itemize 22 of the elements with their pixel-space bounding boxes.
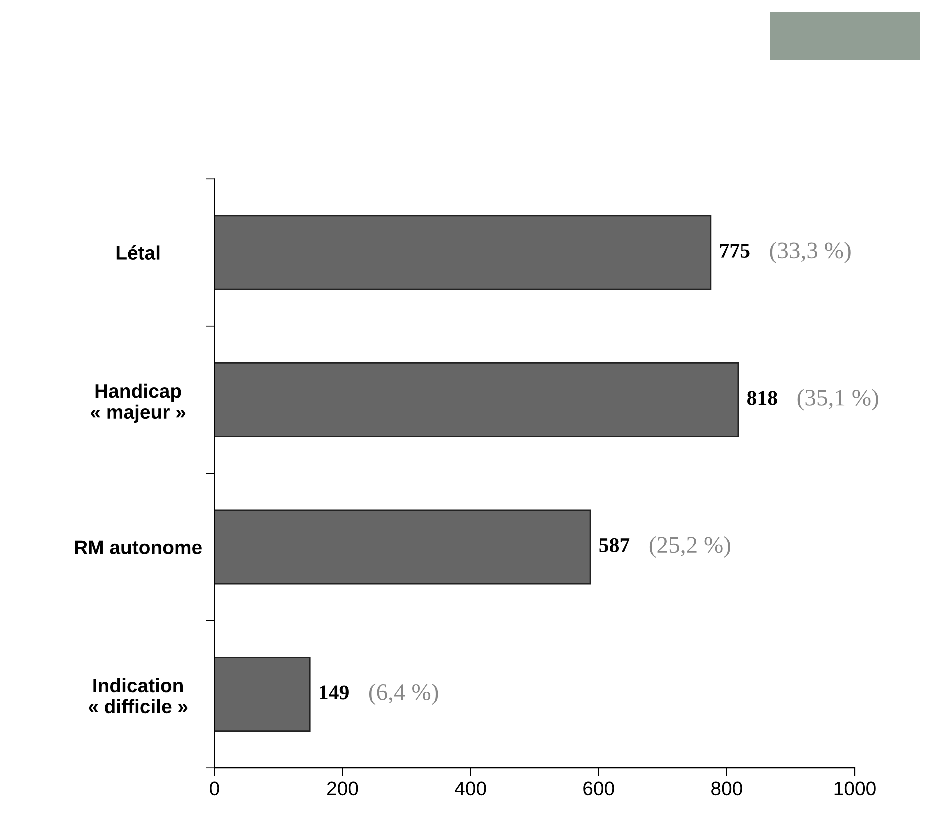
x-tick-label: 1000 [834, 782, 876, 796]
data-label: 587 [600, 538, 630, 552]
annotation: (33,3 %) [770, 242, 851, 264]
y-tick-label: Létal [116, 246, 160, 260]
annotation: (6,4 %) [369, 684, 438, 706]
annotation: (25,2 %) [650, 536, 730, 558]
x-tick-label: 600 [584, 782, 614, 796]
annotation: (35,1 %) [798, 389, 878, 411]
bar [214, 215, 712, 290]
y-tick-label: RM autonome [75, 540, 202, 554]
x-tick-label: 800 [712, 782, 742, 796]
data-label: 818 [747, 391, 778, 406]
y-tick-label: Handicap « majeur » [91, 384, 186, 423]
x-tick-label: 200 [328, 782, 358, 796]
bar [214, 510, 592, 585]
y-tick-label: Indication « difficile » [88, 678, 188, 714]
x-tick-label: 0 [210, 782, 220, 796]
bar [214, 362, 740, 438]
data-label: 149 [320, 686, 349, 700]
x-tick-label: 400 [455, 782, 486, 796]
data-label: 775 [720, 244, 750, 258]
bar [214, 656, 311, 732]
